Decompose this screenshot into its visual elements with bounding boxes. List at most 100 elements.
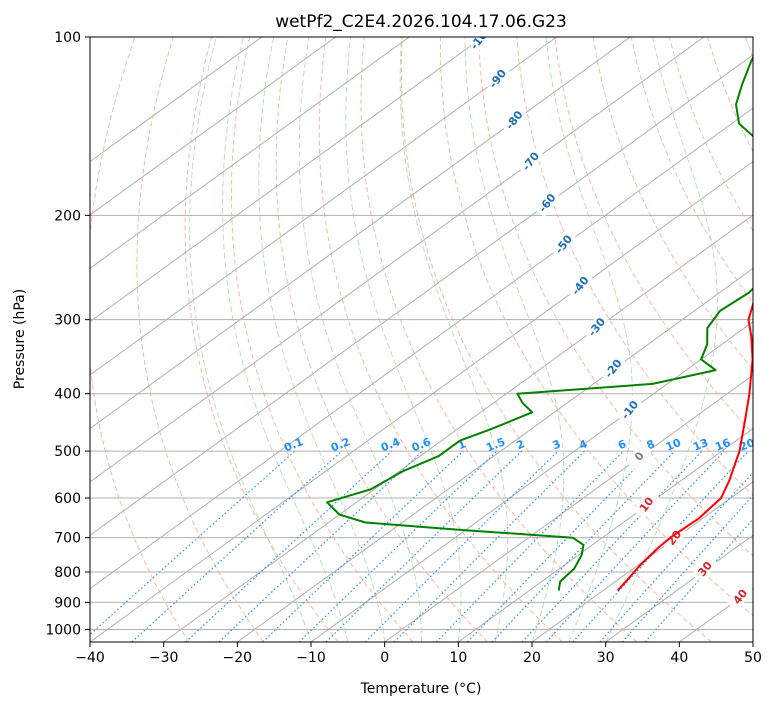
moist-adiabat	[298, 37, 422, 642]
y-tick-label: 400	[54, 387, 81, 403]
mixing-ratio-label: 13	[691, 436, 710, 454]
y-tick-label: 700	[54, 531, 81, 547]
plot-frame	[89, 36, 754, 643]
mixing-ratio-label: 0.1	[282, 435, 305, 454]
isotherm-line	[605, 534, 753, 642]
dewpoint-line	[326, 55, 753, 591]
isotherm-label-bg	[549, 229, 578, 259]
mixing-ratio-line	[545, 450, 725, 642]
isotherm-line	[90, 37, 705, 483]
isotherm-line	[384, 374, 753, 642]
isotherm-label-bg	[616, 395, 644, 425]
dry-adiabat	[360, 37, 638, 642]
mixing-ratio-line	[90, 450, 296, 636]
axes: −40 −30 −20 −10 0 10 20 30 40 5010020030040050060…	[45, 30, 762, 666]
isotherm-line	[90, 37, 557, 376]
x-tick-label: −10	[296, 650, 326, 666]
moist-adiabat	[345, 37, 462, 642]
mixing-ratio-line	[131, 450, 343, 642]
isotherm-label-bg	[516, 146, 544, 176]
isotherm-line	[90, 160, 753, 642]
mixing-ratio-label: 6	[616, 437, 628, 452]
mixing-ratio-line	[325, 450, 523, 642]
mixing-ratio-line	[621, 494, 753, 642]
background-lines	[90, 37, 753, 642]
mixing-ratio-line	[599, 471, 753, 642]
moist-adiabat	[605, 37, 718, 642]
dry-adiabat	[90, 37, 190, 642]
x-tick-label: 40	[670, 650, 688, 666]
dry-adiabat	[554, 37, 753, 435]
mixing-ratio-label: 16	[713, 436, 732, 454]
dry-adiabat	[275, 37, 488, 642]
mixing-ratio-line	[185, 450, 393, 642]
mixing-ratio-label: 3	[551, 437, 563, 452]
mixing-ratio-line	[364, 450, 559, 642]
isotherm-line	[90, 37, 631, 430]
isotherm-label-bg	[566, 270, 594, 301]
y-tick-label: 1000	[45, 622, 81, 638]
isotherm-label-bg	[625, 441, 653, 471]
y-axis-label: Pressure (hPa)	[12, 289, 28, 389]
mixing-ratio-line	[491, 450, 676, 642]
y-tick-label: 800	[54, 565, 81, 581]
mixing-ratio-line	[218, 450, 424, 642]
dry-adiabat	[707, 37, 753, 153]
moist-adiabat	[464, 37, 565, 642]
mixing-ratio-label: 0.4	[379, 435, 402, 454]
mixing-ratio-label: 0.6	[410, 435, 433, 454]
mixing-ratio-label: 4	[577, 437, 589, 452]
dry-adiabat	[400, 37, 713, 642]
isotherm-line	[310, 321, 753, 642]
isotherm-line	[90, 37, 336, 216]
chart-title: wetPf2_C2E4.2026.104.17.06.G23	[275, 12, 567, 32]
mixing-ratio-label: 2	[514, 437, 526, 452]
isotherm-label-bg	[726, 582, 753, 612]
y-tick-label: 900	[54, 595, 81, 611]
mixing-ratio-line	[521, 450, 703, 642]
isotherm-line	[752, 641, 753, 642]
dry-adiabat	[136, 37, 264, 642]
profiles	[326, 55, 753, 592]
isotherm-label-bg	[691, 554, 719, 584]
mixing-ratio-label: 0.2	[329, 435, 352, 454]
mixing-ratio-label: 10	[664, 436, 683, 454]
x-tick-label: 10	[449, 650, 467, 666]
isotherm-label-bg	[632, 489, 660, 519]
mixing-ratio-label: 25	[762, 436, 775, 454]
moist-adiabat	[545, 37, 633, 642]
isotherm-label-bg	[583, 312, 611, 342]
x-tick-label: 20	[523, 650, 541, 666]
mixing-ratio-label: 1.5	[484, 435, 507, 454]
x-tick-label: −30	[149, 650, 179, 666]
mixing-ratio-line	[435, 450, 624, 642]
y-tick-label: 100	[54, 30, 81, 46]
dry-adiabat	[668, 37, 753, 232]
isotherm-line	[90, 54, 753, 536]
isotherm-line	[90, 37, 263, 163]
mixing-ratio-line	[572, 450, 749, 642]
moist-adiabat	[222, 37, 349, 642]
isotherm-line	[679, 588, 753, 642]
mixing-ratio-line	[262, 450, 464, 642]
isotherm-label-bg	[467, 37, 495, 52]
isotherm-line	[163, 214, 753, 642]
isotherm-line	[90, 107, 753, 590]
isotherm-line	[90, 37, 484, 323]
isotherm-label-bg	[533, 188, 561, 218]
mixing-ratio-label: 1	[456, 437, 468, 452]
dry-adiabat	[478, 37, 753, 557]
moist-adiabat	[399, 37, 509, 642]
y-tick-label: 500	[54, 444, 81, 460]
y-tick-label: 200	[54, 208, 81, 224]
x-tick-label: 0	[380, 650, 389, 666]
isotherm-line	[237, 267, 753, 642]
x-tick-label: −40	[75, 650, 105, 666]
dry-adiabat	[318, 37, 563, 642]
x-tick-label: 50	[744, 650, 762, 666]
moist-adiabat	[258, 37, 386, 642]
isotherm-label-bg	[483, 63, 511, 93]
mixing-ratio-line	[298, 450, 498, 642]
moist-adiabat	[189, 37, 312, 642]
